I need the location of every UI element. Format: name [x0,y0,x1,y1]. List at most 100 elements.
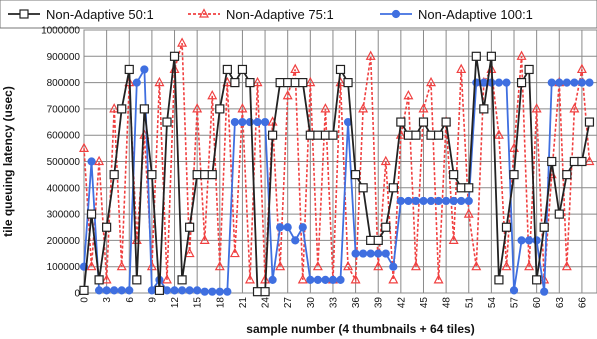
data-point [479,104,489,114]
data-point [110,286,119,295]
data-point [509,286,519,295]
legend-item: Non-Adaptive 50:1 [8,7,154,22]
data-point [200,287,209,296]
x-tick-label: 51 [464,297,475,309]
data-point [154,285,165,295]
data-point [577,156,587,167]
data-point [335,64,346,75]
data-point [193,286,202,295]
y-tick-label: 900000 [47,52,81,63]
data-point [486,51,496,61]
data-point [403,130,413,140]
x-tick-label: 24 [261,297,272,309]
x-tick-label: 48 [442,297,453,309]
data-point [471,51,481,61]
data-point [373,260,384,271]
legend-marker [19,9,29,19]
data-point [94,286,104,295]
legend-marker [391,9,401,19]
legend: Non-Adaptive 50:1 Non-Adaptive 75:1 Non-Ad… [0,0,597,29]
data-point [305,130,315,140]
data-point [147,170,157,180]
y-tick-label: 400000 [47,183,81,194]
data-point [124,64,134,75]
y-axis-ticks: 0 100000 200000 300000 400000 500000 600000 700… [41,26,80,300]
data-point [517,236,526,245]
series-line [83,42,591,283]
legend-item: Non-Adaptive 75:1 [188,7,334,22]
legend-box [0,0,597,29]
data-point [584,155,595,166]
data-point [562,170,572,180]
data-point [555,78,564,87]
y-tick-label: 600000 [47,131,81,142]
data-point [305,76,316,87]
data-point [161,274,172,284]
data-point [313,130,323,140]
data-point [524,64,534,75]
data-point [87,157,96,166]
data-point [184,247,195,258]
data-point [200,170,210,180]
data-point [380,155,391,166]
data-point [441,117,451,127]
data-point [531,103,542,113]
legend-marker [199,8,209,18]
data-point [192,103,203,113]
legend-label: Non-Adaptive 100:1 [418,7,533,22]
data-point [162,117,172,127]
data-point [381,249,390,258]
y-tick-label: 300000 [47,210,81,221]
data-point [291,236,300,245]
data-point [410,260,421,271]
legend-item: Non-Adaptive 100:1 [380,7,533,22]
data-point [268,275,277,284]
data-point [252,76,263,87]
data-point [433,130,444,140]
data-point [268,130,278,140]
data-point [426,130,436,140]
data-point [132,275,142,285]
x-tick-label: 27 [283,297,294,309]
data-point [320,130,331,140]
data-point [493,129,504,139]
data-point [298,77,308,88]
data-point [139,104,149,114]
data-point [214,260,225,271]
data-point [561,260,572,271]
x-tick-label: 12 [170,297,181,309]
data-point [569,156,579,167]
data-point [140,65,149,74]
data-point [154,76,165,87]
data-point [456,183,466,193]
data-point [215,104,225,114]
data-point [366,249,375,258]
data-point [297,274,308,284]
data-point [94,155,105,166]
legend-label: Non-Adaptive 50:1 [46,7,154,22]
data-point [532,236,541,245]
data-point [237,103,248,113]
data-point [471,260,482,271]
data-point [532,275,542,285]
y-tick-label: 1000000 [41,26,80,37]
data-point [125,286,134,295]
data-point [320,103,331,113]
data-point [501,222,512,232]
data-point [448,234,459,244]
data-point [456,63,467,74]
data-point [457,196,466,206]
x-tick-label: 0 [80,297,91,303]
data-point [313,275,322,284]
data-point [584,117,595,127]
x-tick-label: 45 [419,297,430,309]
data-point [411,196,421,206]
x-tick-label: 63 [555,297,566,309]
data-point [501,260,512,271]
y-tick-label: 500000 [47,157,81,168]
data-point [547,78,556,87]
x-tick-label: 36 [351,297,362,309]
data-point [374,249,383,258]
data-point [283,77,293,88]
